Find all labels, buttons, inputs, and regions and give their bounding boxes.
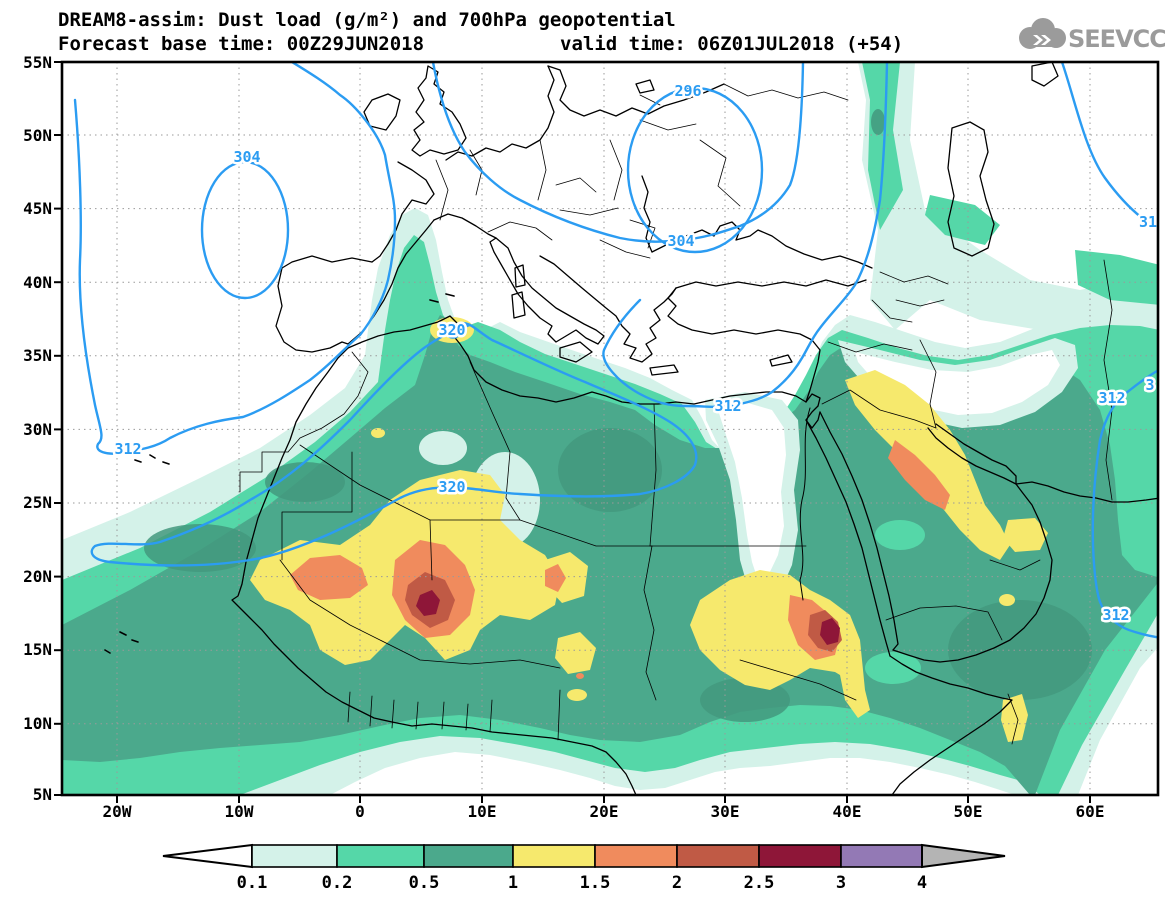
lon-label-20w: 20W	[103, 802, 132, 821]
contour-320-loop	[90, 321, 698, 567]
colorbar-labels: 0.1 0.2 0.5 1 1.5 2 2.5 3 4	[237, 873, 927, 893]
colorbar-segment-0.5-1	[423, 844, 514, 868]
country-borders	[239, 83, 1113, 745]
cbar-label-1.5: 1.5	[580, 873, 611, 893]
lon-label-10e: 10E	[468, 802, 497, 821]
valid-time: valid time: 06Z01JUL2018 (+54)	[560, 33, 903, 55]
dust-maroon-cores	[416, 590, 840, 645]
white-corner	[1078, 647, 1158, 795]
lon-label-60e: 60E	[1076, 802, 1105, 821]
lon-label-20e: 20E	[590, 802, 619, 821]
contour-304-long	[431, 62, 805, 243]
lat-label-25n: 25N	[23, 493, 52, 512]
lat-label-20n: 20N	[23, 567, 52, 586]
contour-label-312-a: 312	[114, 440, 141, 458]
contour-label-304-b: 304	[667, 232, 694, 250]
contour-label-312-c: 312	[1098, 389, 1125, 407]
dust-load-fill-layer	[62, 62, 1158, 795]
contour-label-320-a: 320	[438, 321, 465, 339]
geopotential-contours	[73, 62, 1158, 639]
contour-label-312-d: 312	[1102, 606, 1129, 624]
colorbar-segment-0.2-0.5	[336, 844, 425, 868]
colorbar-arrow-right	[921, 843, 1006, 869]
colorbar-segment-3-4	[840, 844, 923, 868]
colorbar-arrow-left	[162, 843, 253, 869]
contour-label-304-a: 304	[233, 148, 260, 166]
forecast-base-time: Forecast base time: 00Z29JUN2018	[58, 33, 424, 55]
lat-label-50n: 50N	[23, 126, 52, 145]
lon-label-50e: 50E	[954, 802, 983, 821]
contour-label-31-part: 31	[1139, 213, 1157, 231]
seevccc-logo: SEEVCCC	[1019, 18, 1165, 53]
colorbar-segment-2-2.5	[676, 844, 760, 868]
contour-label-320-b: 320	[438, 478, 465, 496]
colorbar: 0.1 0.2 0.5 1 1.5 2 2.5 3 4	[162, 843, 1006, 893]
cloud-icon	[1019, 18, 1066, 49]
contour-31x-topright	[1060, 62, 1158, 230]
cbar-label-0.2: 0.2	[322, 873, 353, 893]
lon-axis: 20W 10W 0 10E 20E 30E 40E 50E 60E	[103, 802, 1105, 821]
lat-label-15n: 15N	[23, 640, 52, 659]
lon-label-0: 0	[355, 802, 365, 821]
cbar-label-3: 3	[836, 873, 846, 893]
map-area: 296 304 304 312 312 312 312 31 3 320 320	[23, 53, 1160, 821]
logo-text: SEEVCCC	[1068, 25, 1165, 53]
lat-label-35n: 35N	[23, 346, 52, 365]
lat-label-40n: 40N	[23, 273, 52, 292]
contour-304-loop	[200, 160, 290, 300]
cbar-label-2.5: 2.5	[744, 873, 775, 893]
contour-312-west	[73, 62, 397, 455]
map-title: DREAM8-assim: Dust load (g/m²) and 700hP…	[58, 9, 676, 31]
lat-label-45n: 45N	[23, 199, 52, 218]
contour-312-right	[1091, 368, 1158, 639]
lon-label-30e: 30E	[711, 802, 740, 821]
axis-ticks	[54, 61, 1091, 803]
contour-296-loop	[626, 86, 764, 254]
lat-label-55n: 55N	[23, 53, 52, 72]
cbar-label-2: 2	[672, 873, 682, 893]
contour-label-312-b: 312	[714, 397, 741, 415]
colorbar-segment-2.5-3	[758, 844, 842, 868]
contour-312-east	[602, 62, 889, 409]
cbar-label-1: 1	[508, 873, 518, 893]
lat-label-10n: 10N	[23, 714, 52, 733]
lat-label-30n: 30N	[23, 420, 52, 439]
lon-label-10w: 10W	[225, 802, 254, 821]
contour-label-3-part: 3	[1145, 376, 1154, 394]
lat-axis: 55N 50N 45N 40N 35N 30N 25N 20N 15N 10N …	[23, 53, 52, 804]
lat-label-5n: 5N	[33, 785, 52, 804]
lon-label-40e: 40E	[833, 802, 862, 821]
colorbar-segment-0.1-0.2	[251, 844, 338, 868]
cbar-label-0.5: 0.5	[409, 873, 440, 893]
colorbar-segment-1.5-2	[594, 844, 678, 868]
cbar-label-4: 4	[917, 873, 927, 893]
cbar-label-0.1: 0.1	[237, 873, 268, 893]
colorbar-segment-1-1.5	[512, 844, 596, 868]
contour-label-296: 296	[674, 82, 701, 100]
contour-label-group: 296 304 304 312 312 312 312 31 3 320 320	[112, 80, 1158, 627]
